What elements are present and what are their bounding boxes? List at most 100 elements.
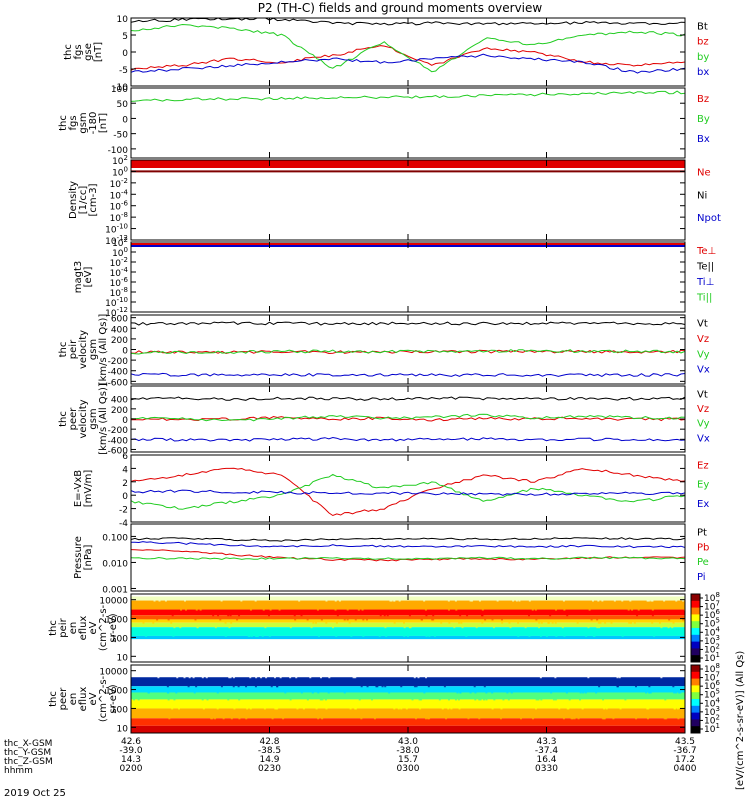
series-line-Vz [131, 349, 685, 355]
spectrogram-band [131, 622, 685, 628]
legend-entry-bx: bx [697, 67, 709, 78]
y-tick-label: -100 [108, 146, 129, 156]
y-tick-label: -600 [108, 378, 129, 388]
legend-entry-Te||: Te|| [696, 261, 714, 272]
panel-peir-vel: 6004002000-200-400-600thcpeirvelocitygsm… [58, 314, 710, 389]
ephemeris-value: 14.9 [259, 755, 279, 765]
series-line-By [131, 90, 685, 102]
panel-frame [130, 17, 686, 87]
y-tick-label: 1000 [105, 616, 128, 626]
y-tick-label: 10-4 [110, 188, 129, 201]
legend-entry-Vz: Vz [697, 334, 709, 345]
panel-frame [130, 454, 686, 523]
y-tick-label: -400 [108, 436, 129, 446]
legend-entry-Ne: Ne [697, 167, 711, 178]
ephemeris-value: -38.5 [258, 746, 281, 756]
ephemeris-value: 14.3 [121, 755, 141, 765]
date-label: 2019 Oct 25 [4, 788, 66, 799]
y-tick-label: 600 [111, 315, 128, 325]
legend-entry-Ex: Ex [697, 499, 709, 510]
legend-entry-Vx: Vx [697, 433, 710, 444]
y-tick-label: 100 [111, 705, 128, 715]
legend-entry-Pt: Pt [697, 527, 707, 538]
ephemeris-value: 42.8 [259, 737, 279, 747]
y-tick-label: 10-8 [110, 211, 128, 224]
series-line-Pb [131, 549, 685, 562]
spectrogram-band [131, 686, 685, 693]
panel-efield: 6 4 2 0 -2 -4 E=-VxB[mV/m] Ez Ey Ex [73, 452, 709, 529]
y-tick-label: -10 [113, 83, 128, 93]
spectrogram-band [131, 600, 685, 610]
legend-entry-Ey: Ey [697, 480, 709, 491]
y-tick-label: 5 [122, 32, 128, 42]
panel-fgs: 10 5 0 -5 -10 thcfgsgse[nT] Bt bz by bx [63, 15, 709, 93]
series-line-Ey [131, 473, 685, 510]
y-tick-label: 10 [117, 724, 129, 734]
y-tick-label: 10-10 [105, 296, 128, 309]
y-tick-label: 10000 [99, 597, 128, 607]
spectrogram-band [131, 677, 685, 687]
y-tick-label: 102 [112, 236, 128, 249]
ephemeris-value: 0230 [258, 764, 281, 774]
y-tick-label: 0.100 [102, 533, 128, 543]
panels: 1050-5-10thcfgsgse[nT]Btbzbybx100500-50-… [48, 15, 721, 734]
y-tick-label: 0 [122, 49, 128, 59]
y-tick-label: 200 [111, 406, 128, 416]
colorbar-tick-label: 108 [704, 591, 720, 604]
y-tick-label: 10-2 [110, 256, 128, 269]
y-tick-label: -200 [108, 426, 129, 436]
y-tick-label: 1000 [105, 687, 128, 697]
y-axis-label: magt3[eV] [73, 261, 94, 294]
y-tick-label: -400 [108, 368, 129, 378]
series-line-Vt [131, 321, 685, 326]
y-tick-label: 10 [117, 15, 129, 25]
y-axis-label: thcpeervelocitygsm[km/s (All Qs)] [58, 383, 109, 455]
legend-entry-Bz: Bz [697, 94, 709, 105]
series-line-bx [131, 53, 685, 74]
colorbar-tick-label: 104 [704, 696, 720, 709]
series-line-Vt [131, 396, 685, 401]
legend-entry-by: by [697, 52, 709, 63]
series-line-Vy [131, 349, 685, 355]
y-axis-label: Pressure[nPa] [73, 536, 94, 579]
y-tick-label: 10000 [99, 668, 128, 678]
y-axis-label: thcfgsgsm-180[nT] [58, 112, 109, 135]
panel-frame [130, 87, 686, 159]
ephemeris-value: 43.0 [398, 737, 418, 747]
legend-entry-Ti⊥: Ti⊥ [696, 277, 714, 288]
y-tick-label: 10-2 [110, 177, 128, 190]
y-tick-label: -5 [119, 66, 128, 76]
ephemeris-value: -38.0 [396, 746, 420, 756]
y-tick-label: 10 [117, 653, 129, 663]
y-axis-label: Density[1/cc][cm-3] [68, 181, 99, 219]
series-line-Pe [131, 556, 685, 561]
y-tick-label: -600 [108, 446, 129, 456]
ephemeris-value: 43.3 [536, 737, 556, 747]
colorbar-tick-label: 106 [704, 608, 720, 621]
colorbar-unit-label: [eV/(cm^2-s-sr-eV)] (All Qs) [735, 651, 746, 790]
colorbar-tick-label: 101 [704, 651, 720, 664]
colorbar-tick-label: 108 [704, 662, 720, 675]
ephemeris-value: 0330 [535, 764, 558, 774]
y-tick-label: 10-6 [110, 276, 129, 289]
spectrogram-band [131, 718, 685, 726]
legend-entry-Pb: Pb [697, 542, 709, 553]
ephemeris-value: -37.4 [535, 746, 559, 756]
y-tick-label: 10-6 [110, 200, 129, 213]
legend-entry-Bx: Bx [697, 134, 710, 145]
y-tick-label: 4 [122, 465, 128, 475]
legend-entry-Pi: Pi [697, 572, 706, 583]
panel-frame [130, 241, 686, 313]
series-line-Ez [131, 467, 685, 517]
colorbar-tick-label: 105 [704, 617, 720, 630]
y-tick-label: 10-12 [105, 234, 128, 247]
y-tick-label: 6 [122, 452, 128, 462]
ephemeris-value: 0200 [120, 764, 143, 774]
panel-pressure: 0.100 0.010 0.001 Pressure[nPa] Pt Pb Pe Pi [73, 523, 709, 595]
y-tick-label: 100 [111, 634, 128, 644]
series-line-Vx [131, 372, 685, 377]
panel-fgs-deg: 100 50 0 -50 -100 thcfgsgsm-180[nT] Bz By Bx [58, 85, 710, 159]
